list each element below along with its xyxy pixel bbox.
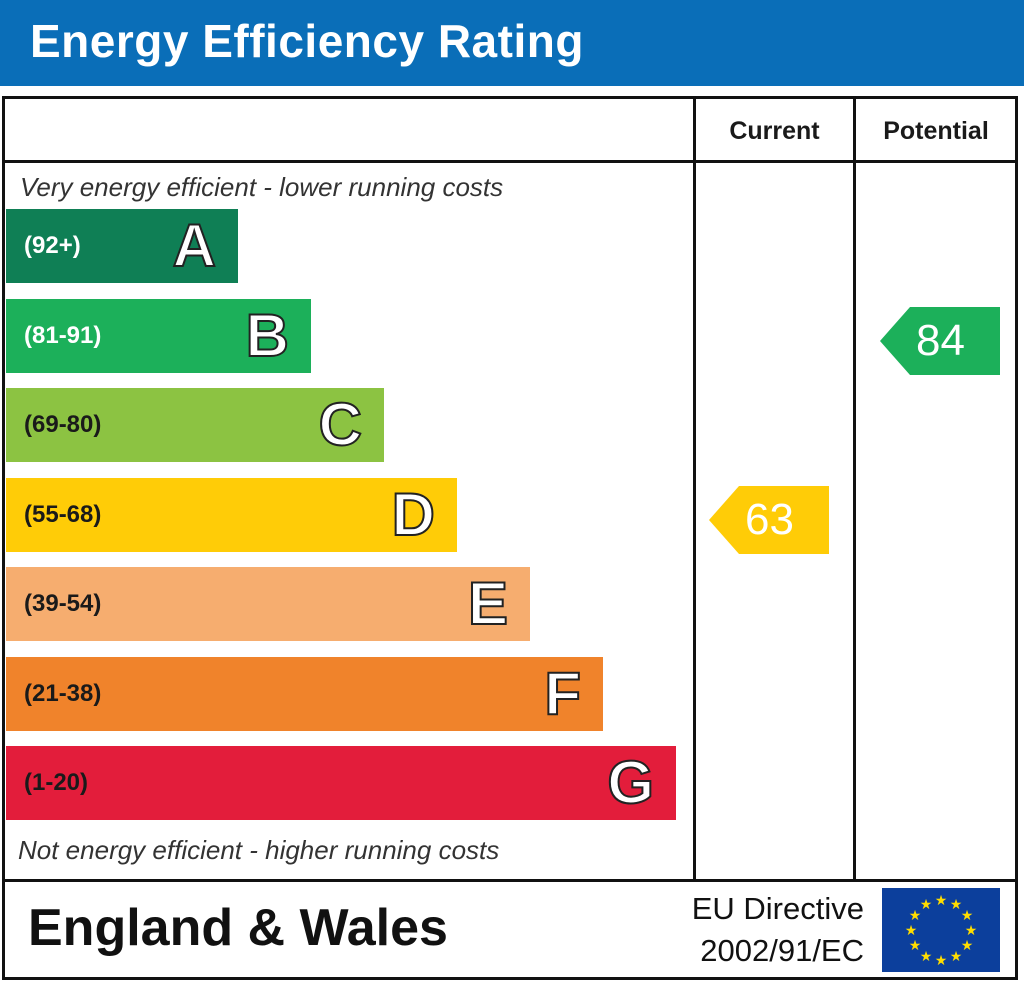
arrow-value-label: 63 <box>745 494 794 544</box>
arrow-shape <box>880 306 1000 375</box>
eu-star-icon: ★ <box>965 922 978 938</box>
band-d: (55-68) D <box>6 477 457 552</box>
directive-line-1: EU Directive <box>691 891 864 926</box>
column-header-current: Current <box>729 117 820 145</box>
eu-star-icon: ★ <box>961 907 974 923</box>
band-letter-label: F <box>543 659 582 727</box>
band-letter-label: G <box>606 749 655 816</box>
eu-star-icon: ★ <box>935 892 948 908</box>
band-letter-label: E <box>467 570 509 637</box>
band-c: (69-80) C <box>6 388 384 462</box>
arrow-potential: 84 <box>880 306 1000 375</box>
eu-star-icon: ★ <box>950 896 963 912</box>
band-range-label: (92+) <box>24 232 81 259</box>
eu-flag-icon: ★ ★ ★ ★ ★ ★ ★ ★ ★ ★ ★ ★ <box>882 888 1000 972</box>
eu-star-icon: ★ <box>920 896 933 912</box>
eu-star-icon: ★ <box>909 937 922 953</box>
band-letter-label: C <box>318 391 363 458</box>
arrow-value-label: 84 <box>916 315 965 365</box>
band-letter-label: A <box>172 212 217 279</box>
band-b: (81-91) B <box>6 298 311 373</box>
rating-frame <box>2 96 1018 980</box>
header-row-divider <box>2 160 1018 163</box>
band-letter-label: B <box>245 301 290 369</box>
band-range-label: (39-54) <box>24 590 102 617</box>
band-letter-label: D <box>391 480 436 548</box>
arrow-polygon <box>880 306 1000 375</box>
header-bar: Energy Efficiency Rating <box>0 0 1024 86</box>
eu-stars-icon: ★ ★★★★★★★★★★★ <box>905 892 978 968</box>
arrow-current: 63 <box>709 485 829 554</box>
band-e: (39-54) E <box>6 567 530 641</box>
band-range-label: (81-91) <box>24 321 102 349</box>
column-divider-potential <box>853 96 856 882</box>
band-range-label: (1-20) <box>24 769 89 796</box>
caption-top: Very energy efficient - lower running co… <box>20 172 504 202</box>
eu-star-icon: ★ <box>935 952 948 968</box>
column-header-potential: Potential <box>883 117 989 145</box>
eu-star-icon: ★ <box>909 907 922 923</box>
chart-title: Energy Efficiency Rating <box>30 15 584 67</box>
column-divider-current <box>693 96 696 882</box>
eu-star-icon: ★ <box>961 937 974 953</box>
band-a: (92+) A <box>6 209 238 283</box>
band-range-label: (21-38) <box>24 679 102 707</box>
band-range-label: (69-80) <box>24 411 102 438</box>
eu-star-icon: ★ <box>950 948 963 964</box>
eu-star-icon: ★ <box>905 922 918 938</box>
band-range-label: (55-68) <box>24 500 102 528</box>
arrow-shape <box>709 485 829 554</box>
caption-bottom: Not energy efficient - higher running co… <box>18 835 500 865</box>
footer-divider <box>2 879 1018 882</box>
directive-line-2: 2002/91/EC <box>700 933 864 968</box>
band-f: (21-38) F <box>6 656 603 731</box>
arrow-polygon <box>709 485 829 554</box>
band-g: (1-20) G <box>6 746 676 820</box>
eu-star-icon: ★ <box>920 948 933 964</box>
region-label: England & Wales <box>28 899 448 957</box>
